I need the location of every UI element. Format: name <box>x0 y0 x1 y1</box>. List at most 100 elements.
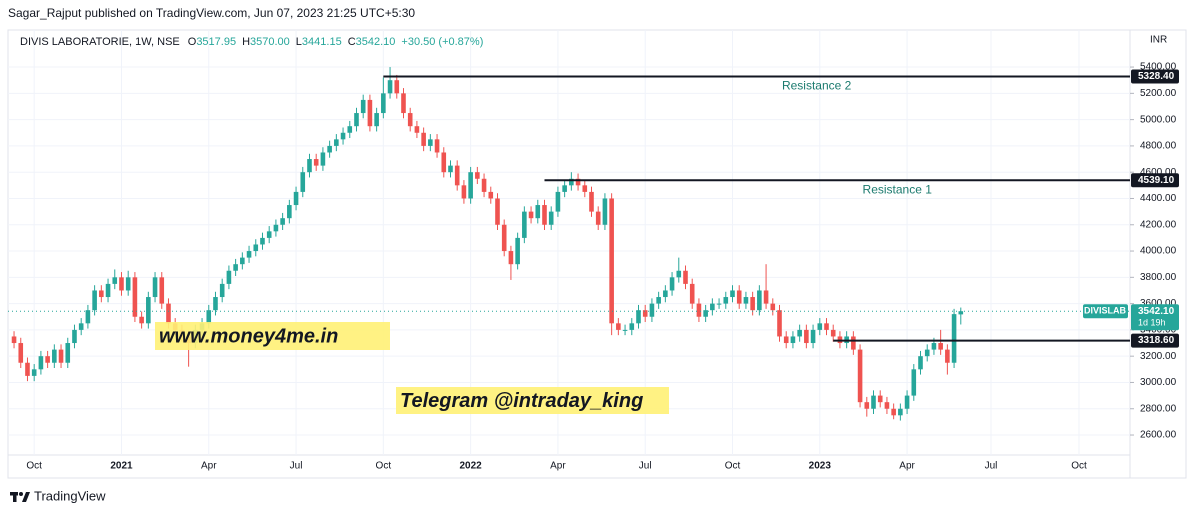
y-tick-label: 5400.00 <box>1140 62 1177 73</box>
legend-symbol: DIVIS LABORATORIE, 1W, NSE <box>20 36 180 48</box>
y-tick-label: 4000.00 <box>1140 246 1177 257</box>
candle-body <box>884 402 890 409</box>
plot <box>11 67 964 421</box>
candle-body <box>743 297 749 304</box>
candle-body <box>401 93 406 114</box>
candle-body <box>58 349 64 363</box>
candle-body <box>166 303 171 324</box>
candle-body <box>582 185 588 192</box>
candle-body <box>132 277 138 317</box>
candle-body <box>703 310 708 317</box>
candle-body <box>945 349 950 363</box>
level-box <box>1131 173 1179 188</box>
candle-body <box>676 270 682 278</box>
currency: INR <box>1150 35 1167 46</box>
candle-body <box>488 191 494 199</box>
annotation: www.money4me.in <box>159 325 338 347</box>
candle-body <box>763 290 769 304</box>
y-tick-label: 3600.00 <box>1140 298 1177 309</box>
candle-body <box>347 126 353 133</box>
candle-body <box>407 113 413 127</box>
candle-body <box>649 303 655 317</box>
candle-body <box>92 290 97 311</box>
candle-body <box>562 185 567 192</box>
candle-body <box>951 314 957 363</box>
candle-body <box>535 205 541 219</box>
candle-body <box>381 93 386 114</box>
candle-body <box>441 152 447 173</box>
candle-body <box>78 323 84 330</box>
annotation: Telegram @intraday_king <box>400 390 643 412</box>
candle-body <box>891 408 896 416</box>
candle-body <box>636 310 641 324</box>
candle-body <box>320 152 326 166</box>
candle-body <box>716 303 722 305</box>
candle-body <box>622 329 628 331</box>
candle-body <box>736 290 742 304</box>
candle-body <box>226 270 232 284</box>
candle-body <box>354 113 359 127</box>
candle-body <box>45 356 50 363</box>
legend-key: H <box>242 36 250 48</box>
y-tick-label: 4600.00 <box>1140 167 1177 178</box>
candle-body <box>360 99 366 114</box>
candle-body <box>918 356 923 370</box>
candle-body <box>454 165 460 186</box>
candle-body <box>830 329 836 337</box>
candle-body <box>804 329 809 344</box>
candle-body <box>548 211 554 225</box>
candle-body <box>656 297 661 304</box>
candle-body <box>119 277 124 291</box>
candle-body <box>710 303 715 311</box>
x-tick-label: Oct <box>725 461 741 472</box>
candle-body <box>904 395 910 409</box>
candle-body <box>877 395 883 403</box>
candle-body <box>508 251 514 265</box>
candle-body <box>730 290 735 298</box>
level-box <box>1131 333 1179 348</box>
candle-body <box>663 290 668 298</box>
last-price-box <box>1131 304 1179 331</box>
candle-body <box>219 283 225 298</box>
candle-body <box>374 113 379 127</box>
candle-body <box>468 172 473 199</box>
candle-body <box>696 303 702 317</box>
candle-body <box>958 311 964 315</box>
candle-body <box>287 205 292 219</box>
candle-body <box>233 264 238 271</box>
candle-body <box>38 356 44 370</box>
legend-value: 3542.10 <box>356 36 396 48</box>
candle-body <box>810 329 816 344</box>
candle-body <box>146 297 151 324</box>
candle-body <box>246 251 252 258</box>
candle-body <box>206 310 212 324</box>
candle-body <box>340 132 346 140</box>
candle-body <box>394 80 400 94</box>
candle-body <box>790 336 796 344</box>
candle-body <box>213 297 218 311</box>
annotation-box <box>396 387 669 414</box>
candle-body <box>783 336 789 344</box>
x-tick-label: Jul <box>639 461 652 472</box>
y-tick-label: 3800.00 <box>1140 272 1177 283</box>
candle-body <box>871 395 876 409</box>
level-name: Resistance 2 <box>782 79 852 93</box>
candle-body <box>797 329 802 337</box>
y-tick-label: 4400.00 <box>1140 193 1177 204</box>
level-label: 3318.60 <box>1138 335 1175 346</box>
candle-body <box>575 178 581 186</box>
y-tick-label: 2800.00 <box>1140 403 1177 414</box>
candle-body <box>18 343 24 363</box>
candle-body <box>105 283 111 298</box>
candle-body <box>421 132 426 146</box>
candle-body <box>938 343 943 350</box>
candle-body <box>85 310 91 324</box>
y-tick-label: 4800.00 <box>1140 141 1177 152</box>
candle-body <box>589 191 594 212</box>
candle-body <box>11 336 17 344</box>
candle-body <box>159 277 165 304</box>
candle-body <box>327 145 332 153</box>
candle-body <box>515 237 520 265</box>
candle-body <box>139 316 144 324</box>
